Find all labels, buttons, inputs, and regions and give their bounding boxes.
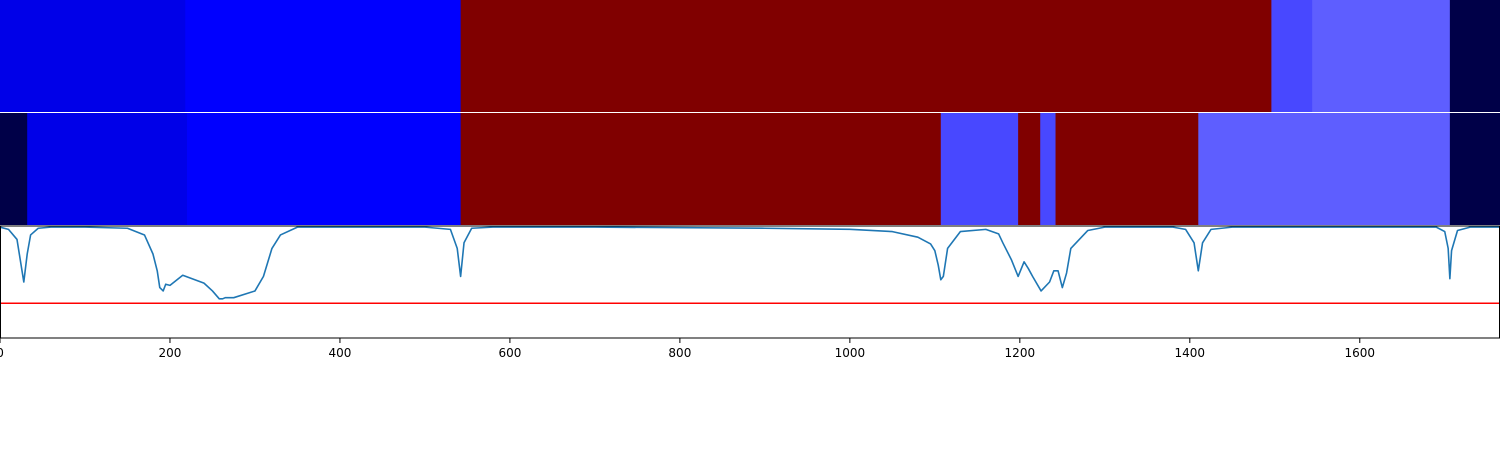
x-tick-label-800: 800 xyxy=(668,346,691,360)
x-tick-label-1000: 1000 xyxy=(835,346,866,360)
middle-bar-segment-2 xyxy=(186,113,462,225)
x-tick-label-200: 200 xyxy=(159,346,182,360)
x-tick-label-600: 600 xyxy=(498,346,521,360)
top-bar-segment-2 xyxy=(460,0,1272,112)
x-axis: 0 200 400 600 800 1000 1200 1400 1600 xyxy=(0,338,1375,360)
middle-bar-segment-9 xyxy=(1449,113,1500,225)
top-bar-segment-0 xyxy=(0,0,186,112)
x-tick-label-400: 400 xyxy=(328,346,351,360)
top-bar-segment-5 xyxy=(1449,0,1500,112)
top-bar-segment-1 xyxy=(185,0,462,112)
x-tick-label-1200: 1200 xyxy=(1005,346,1036,360)
score-line-plot xyxy=(0,225,1500,339)
x-tick-label-0: 0 xyxy=(0,346,4,360)
x-tick-label-1600: 1600 xyxy=(1344,346,1375,360)
top-color-bar xyxy=(0,0,1500,112)
top-bar-segment-3 xyxy=(1271,0,1313,112)
plot-background xyxy=(0,226,1500,338)
middle-bar-segment-7 xyxy=(1055,113,1199,225)
middle-bar-segment-0 xyxy=(0,113,28,225)
score-series-line xyxy=(0,226,1500,300)
middle-bar-segment-6 xyxy=(1040,113,1057,225)
middle-bar-segment-1 xyxy=(27,113,188,225)
x-tick-label-1400: 1400 xyxy=(1175,346,1206,360)
middle-bar-segment-8 xyxy=(1198,113,1451,225)
middle-bar-segment-5 xyxy=(1018,113,1041,225)
middle-bar-segment-4 xyxy=(940,113,1019,225)
middle-bar-segment-3 xyxy=(460,113,942,225)
top-bar-segment-4 xyxy=(1312,0,1451,112)
middle-color-bar xyxy=(0,113,1500,225)
